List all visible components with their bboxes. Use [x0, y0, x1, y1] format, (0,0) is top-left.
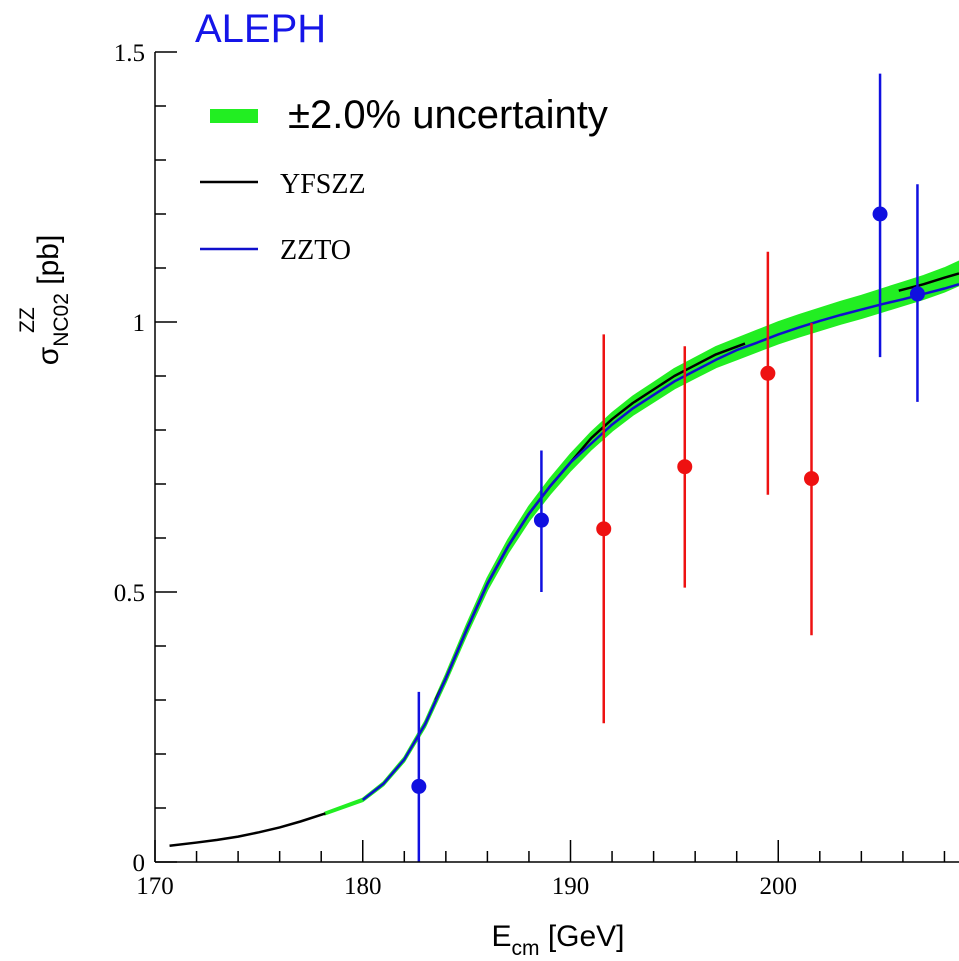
- data-point: [909, 286, 925, 302]
- data-point: [677, 459, 693, 475]
- y-axis-label-sub: NC02: [50, 293, 73, 347]
- y-axis-label-sup: ZZ: [16, 307, 39, 333]
- x-tick-label: 170: [136, 873, 174, 900]
- y-tick-label: 1: [133, 310, 146, 337]
- data-point: [872, 206, 888, 222]
- y-axis-label-main: σ: [32, 346, 65, 365]
- y-axis-label: σNC02 [pb] ZZ: [16, 235, 73, 366]
- x-axis-label-main: E: [491, 920, 511, 953]
- x-axis-label: Ecm [GeV]: [491, 920, 624, 960]
- uncertainty-band-layer: [324, 260, 959, 816]
- curve-zzto: [361, 283, 959, 801]
- y-axis-label-unit: [pb]: [32, 235, 65, 293]
- legend: ±2.0% uncertainty YFSZZ ZZTO: [200, 93, 608, 266]
- data-point: [533, 512, 549, 528]
- curve-yfszz: [434, 342, 746, 701]
- data-point: [803, 471, 819, 487]
- x-tick-label: 200: [760, 873, 798, 900]
- y-tick-label: 0.5: [114, 580, 145, 607]
- chart-title: ALEPH: [195, 7, 326, 51]
- y-tick-label: 1.5: [114, 40, 145, 67]
- uncertainty-band: [324, 260, 959, 816]
- x-tick-label: 190: [552, 873, 590, 900]
- tick-layer: 170 180 190 200 0 0.5 1 1.5: [114, 40, 946, 900]
- legend-yfszz-label: YFSZZ: [280, 169, 366, 200]
- data-point-layer: [411, 73, 925, 862]
- x-axis-label-sub: cm: [511, 937, 539, 960]
- x-tick-label: 180: [344, 873, 382, 900]
- data-point: [596, 521, 612, 537]
- data-point: [411, 778, 427, 794]
- x-axis-label-unit: [GeV]: [539, 920, 624, 953]
- legend-zzto-label: ZZTO: [280, 235, 351, 266]
- svg-text:σNC02 [pb]: σNC02 [pb]: [32, 235, 73, 366]
- curve-yfszz: [898, 272, 959, 292]
- y-tick-label: 0: [133, 850, 146, 877]
- curve-yfszz: [169, 812, 326, 848]
- data-point: [760, 365, 776, 381]
- curve-layer: [169, 272, 959, 848]
- legend-band-label: ±2.0% uncertainty: [288, 93, 608, 137]
